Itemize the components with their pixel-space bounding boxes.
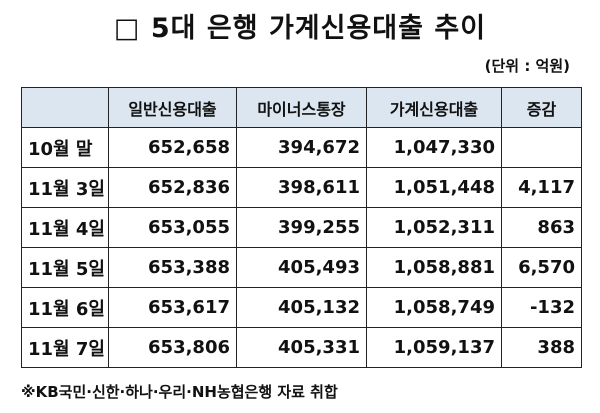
header-row: 일반신용대출 마이너스통장 가계신용대출 증감 bbox=[21, 87, 582, 128]
cell-household-loan: 1,052,311 bbox=[366, 207, 502, 248]
cell-overdraft: 405,331 bbox=[236, 327, 367, 368]
cell-household-loan: 1,047,330 bbox=[366, 127, 502, 168]
cell-household-loan: 1,058,881 bbox=[366, 247, 502, 288]
row-date: 11월 5일 bbox=[21, 247, 109, 288]
cell-overdraft: 399,255 bbox=[236, 207, 367, 248]
row-date: 11월 6일 bbox=[21, 287, 109, 328]
cell-change: 4,117 bbox=[501, 167, 582, 208]
cell-household-loan: 1,051,448 bbox=[366, 167, 502, 208]
table-row: 10월 말 652,658 394,672 1,047,330 bbox=[21, 127, 582, 168]
column-header-change: 증감 bbox=[501, 87, 582, 128]
column-header-general-loan: 일반신용대출 bbox=[108, 87, 237, 128]
source-note: ※KB국민·신한·하나·우리·NH농협은행 자료 취합 bbox=[21, 383, 338, 401]
cell-general-loan: 653,055 bbox=[108, 207, 237, 248]
cell-general-loan: 653,617 bbox=[108, 287, 237, 328]
cell-change: 863 bbox=[501, 207, 582, 248]
row-date: 11월 7일 bbox=[21, 327, 109, 368]
table-row: 11월 4일 653,055 399,255 1,052,311 863 bbox=[21, 207, 582, 248]
page-title: □ 5대 은행 가계신용대출 추이 bbox=[113, 13, 487, 44]
cell-general-loan: 652,836 bbox=[108, 167, 237, 208]
cell-overdraft: 398,611 bbox=[236, 167, 367, 208]
cell-overdraft: 405,132 bbox=[236, 287, 367, 328]
cell-general-loan: 653,806 bbox=[108, 327, 237, 368]
loan-table: 일반신용대출 마이너스통장 가계신용대출 증감 10월 말 652,658 39… bbox=[21, 87, 582, 368]
cell-overdraft: 405,493 bbox=[236, 247, 367, 288]
unit-note: (단위 : 억원) bbox=[484, 57, 570, 75]
cell-change: 388 bbox=[501, 327, 582, 368]
cell-general-loan: 653,388 bbox=[108, 247, 237, 288]
row-date: 11월 3일 bbox=[21, 167, 109, 208]
cell-general-loan: 652,658 bbox=[108, 127, 237, 168]
table-row: 11월 6일 653,617 405,132 1,058,749 -132 bbox=[21, 287, 582, 328]
table-row: 11월 7일 653,806 405,331 1,059,137 388 bbox=[21, 327, 582, 368]
column-header-household-loan: 가계신용대출 bbox=[366, 87, 502, 128]
cell-overdraft: 394,672 bbox=[236, 127, 367, 168]
column-header-date bbox=[21, 87, 109, 128]
row-date: 11월 4일 bbox=[21, 207, 109, 248]
cell-change: 6,570 bbox=[501, 247, 582, 288]
table-row: 11월 5일 653,388 405,493 1,058,881 6,570 bbox=[21, 247, 582, 288]
cell-household-loan: 1,058,749 bbox=[366, 287, 502, 328]
cell-change bbox=[501, 127, 582, 168]
row-date: 10월 말 bbox=[21, 127, 109, 168]
column-header-overdraft: 마이너스통장 bbox=[236, 87, 367, 128]
table-row: 11월 3일 652,836 398,611 1,051,448 4,117 bbox=[21, 167, 582, 208]
cell-change: -132 bbox=[501, 287, 582, 328]
cell-household-loan: 1,059,137 bbox=[366, 327, 502, 368]
